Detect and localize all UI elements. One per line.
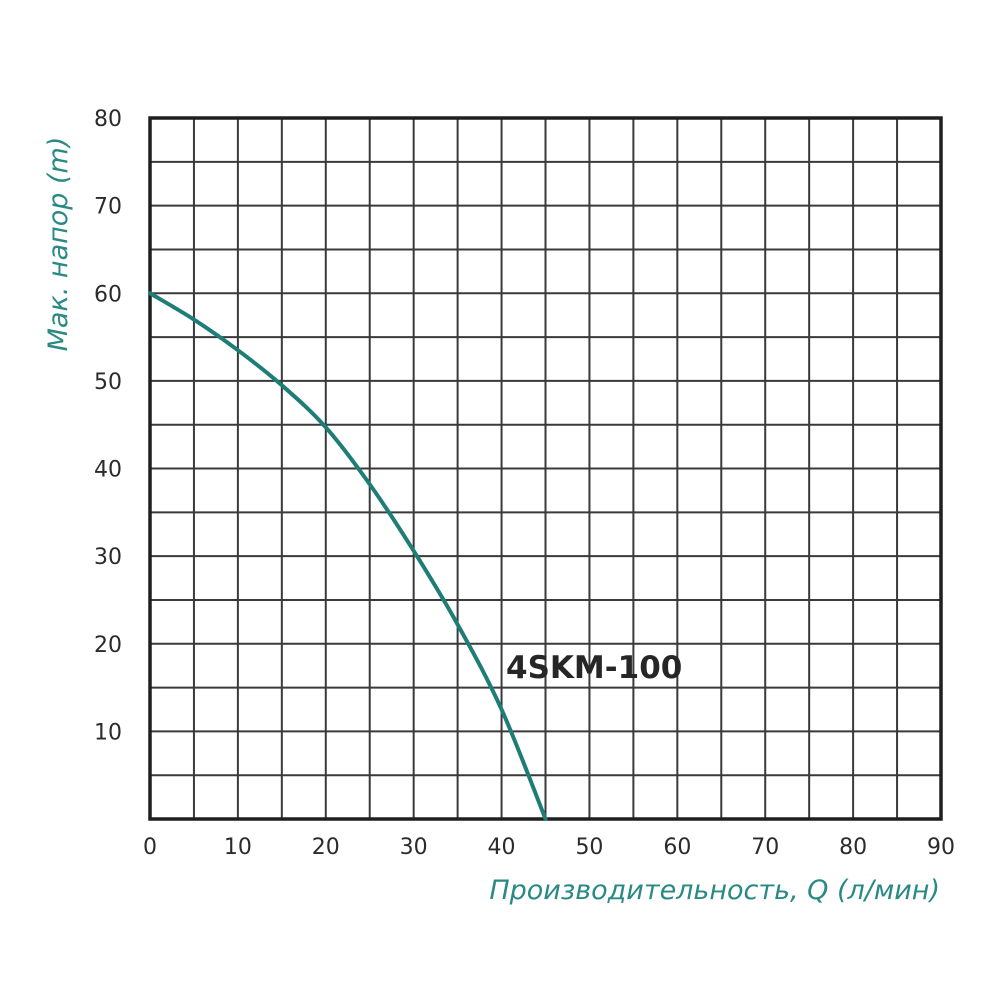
x-tick-label: 50 [575, 835, 603, 860]
x-axis-title: Производительность, Q (л/мин) [489, 875, 940, 906]
y-axis-ticks: 10 20 30 40 50 60 70 80 [94, 107, 122, 745]
x-tick-label: 10 [224, 835, 252, 860]
series-label: 4SKM-100 [506, 650, 682, 686]
y-tick-label: 60 [94, 282, 122, 307]
y-tick-label: 30 [94, 545, 122, 570]
y-tick-label: 70 [94, 195, 122, 220]
y-tick-label: 80 [94, 107, 122, 132]
x-axis-ticks: 0 10 20 30 40 50 60 70 80 90 [143, 835, 955, 860]
y-tick-label: 20 [94, 633, 122, 658]
y-tick-label: 50 [94, 370, 122, 395]
performance-curve-4skm-100 [148, 291, 548, 821]
x-tick-label: 20 [312, 835, 340, 860]
x-tick-label: 60 [663, 835, 691, 860]
y-tick-label: 40 [94, 458, 122, 483]
grid-lines [150, 118, 941, 819]
x-tick-label: 70 [751, 835, 779, 860]
x-tick-label: 0 [143, 835, 157, 860]
x-tick-label: 30 [400, 835, 428, 860]
y-tick-label: 10 [94, 720, 122, 745]
y-axis-title: Мак. напор (m) [43, 137, 74, 352]
x-tick-label: 80 [839, 835, 867, 860]
x-tick-label: 90 [927, 835, 955, 860]
x-tick-label: 40 [488, 835, 516, 860]
